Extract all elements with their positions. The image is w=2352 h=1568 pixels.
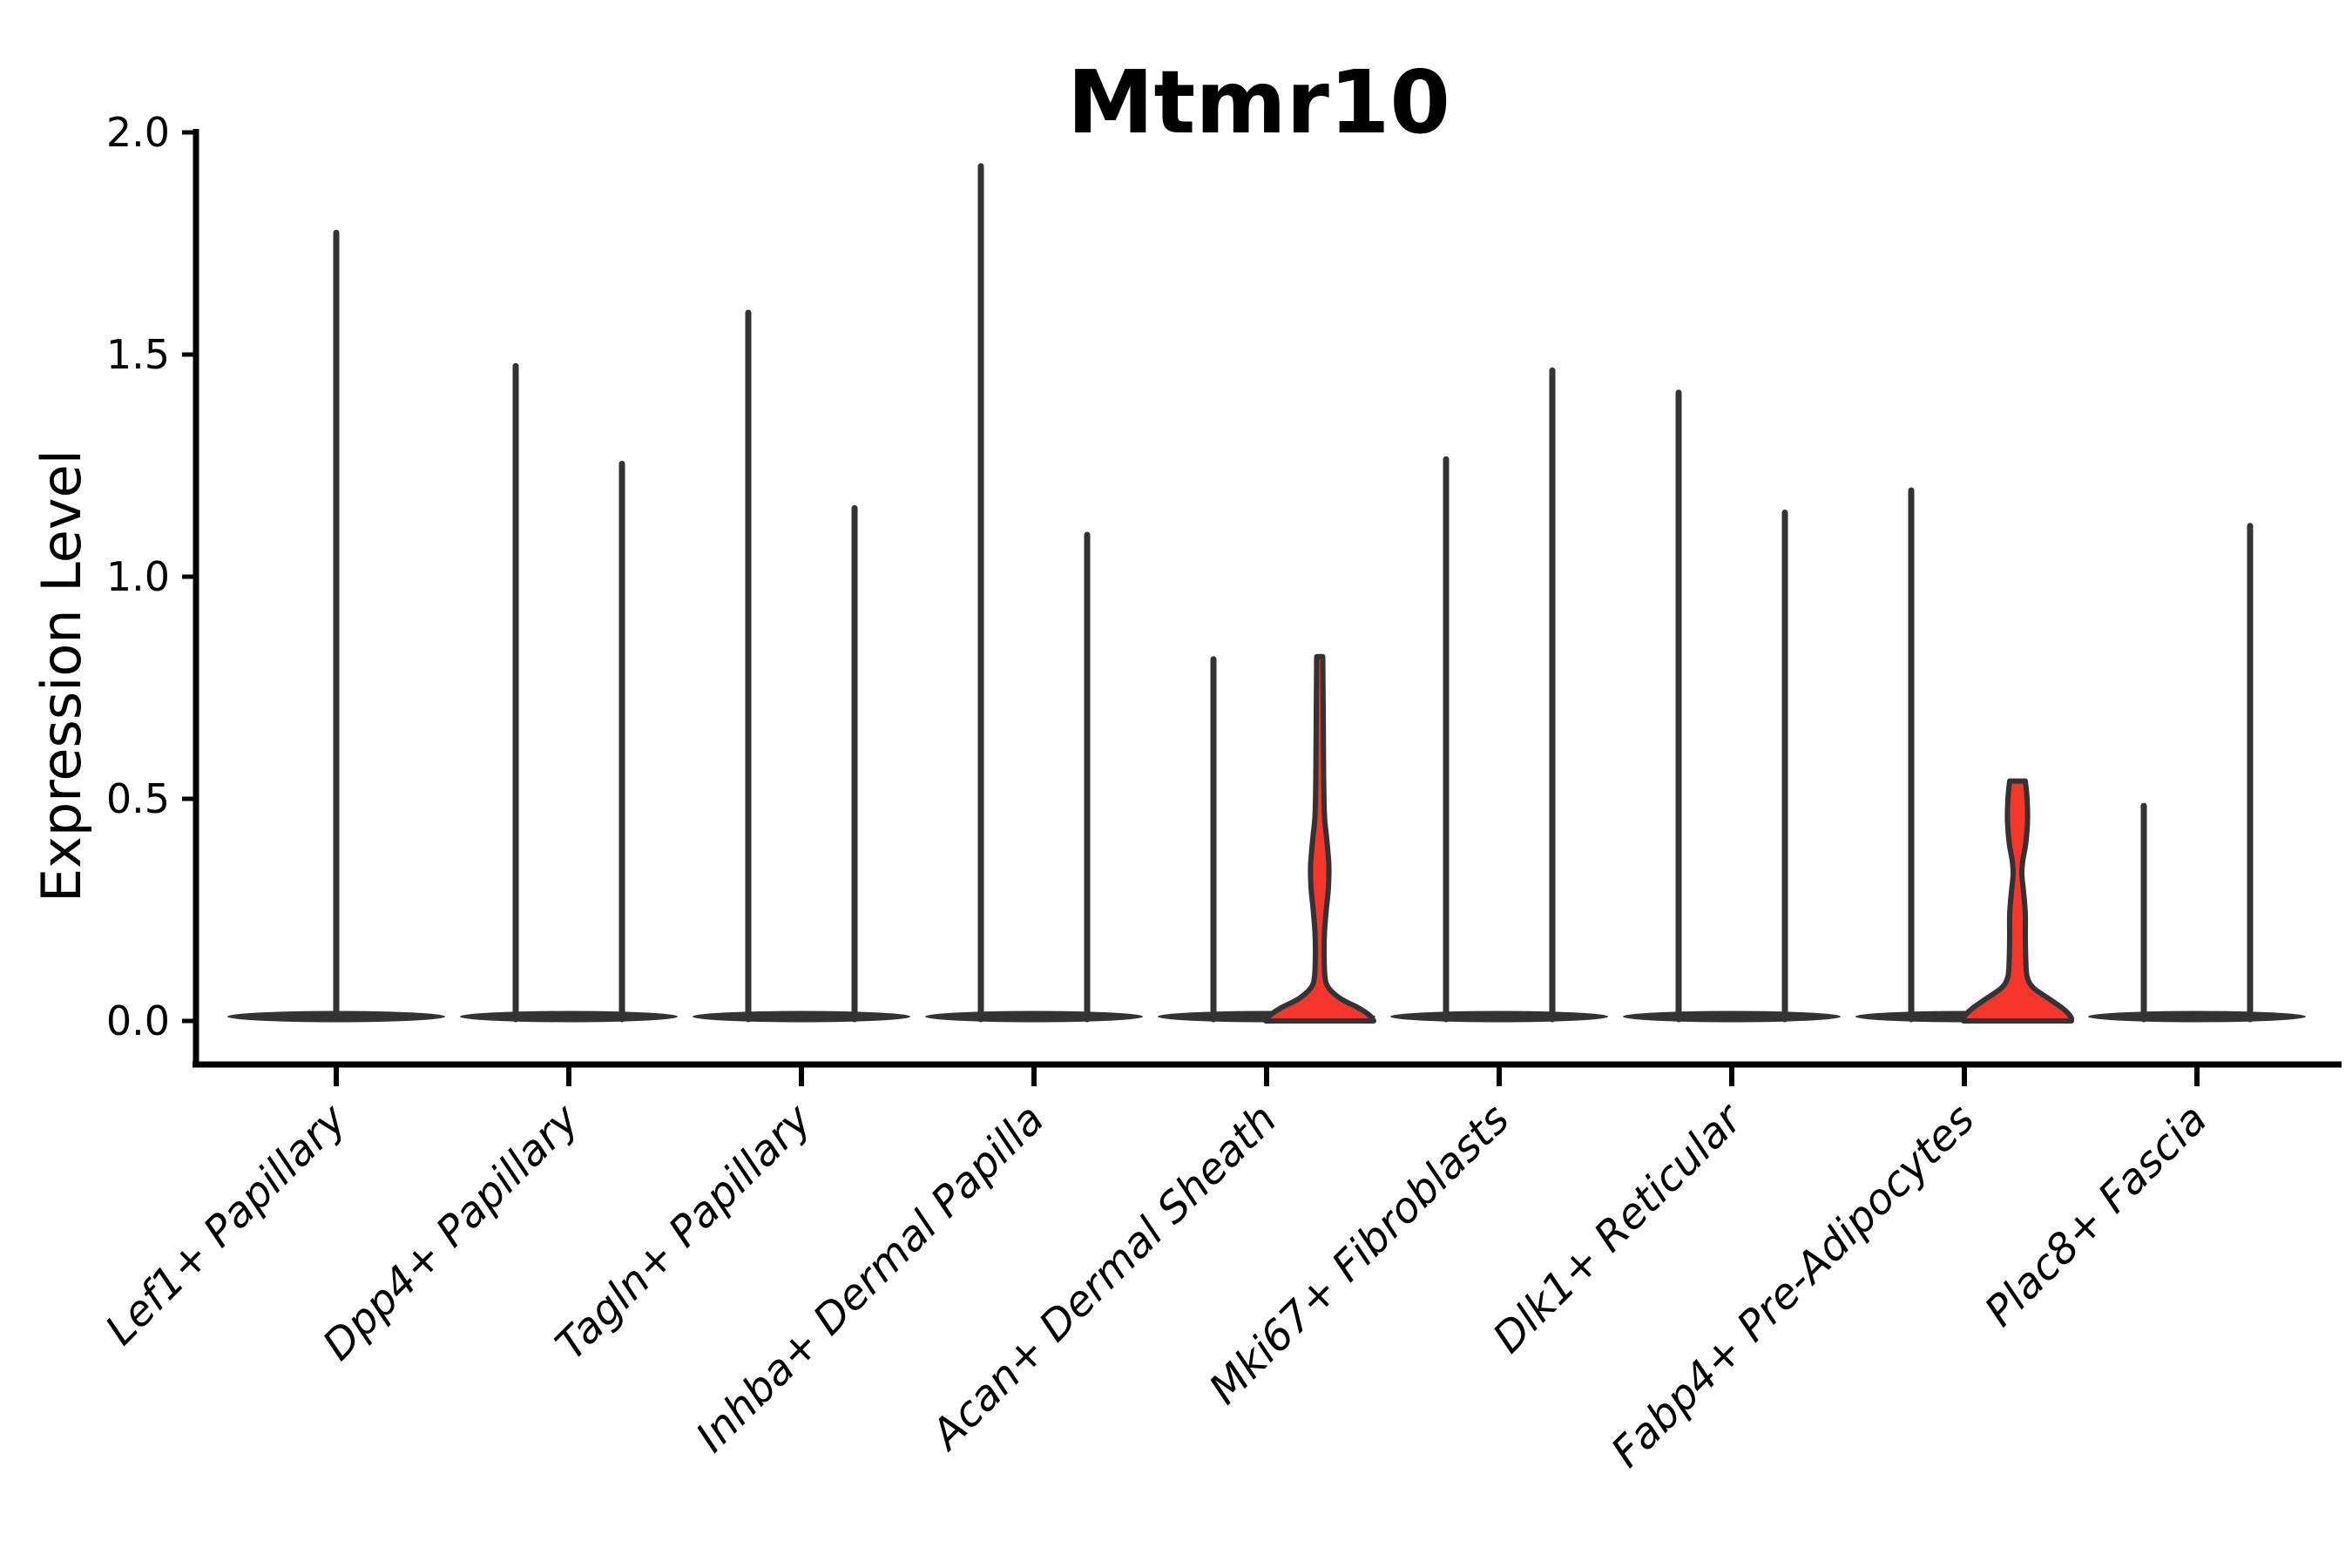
chart-title: Mtmr10 [1067, 51, 1450, 153]
violin-base-mass [693, 1010, 910, 1023]
y-tick-label: 0.5 [106, 775, 170, 822]
y-tick-label: 2.0 [106, 109, 170, 156]
violin-filled [1960, 778, 2075, 1024]
violin-filled [1263, 653, 1376, 1024]
y-axis-label: Expression Level [30, 449, 93, 902]
y-tick-label: 1.0 [106, 553, 170, 600]
violin-base-mass [460, 1010, 678, 1023]
violin-base-mass [1390, 1010, 1608, 1023]
violin-base-mass [1623, 1010, 1841, 1023]
violin-base-mass [2088, 1010, 2306, 1023]
violin-base-mass [925, 1010, 1143, 1023]
y-tick-label: 1.5 [106, 331, 170, 378]
y-tick-label: 0.0 [106, 997, 170, 1044]
